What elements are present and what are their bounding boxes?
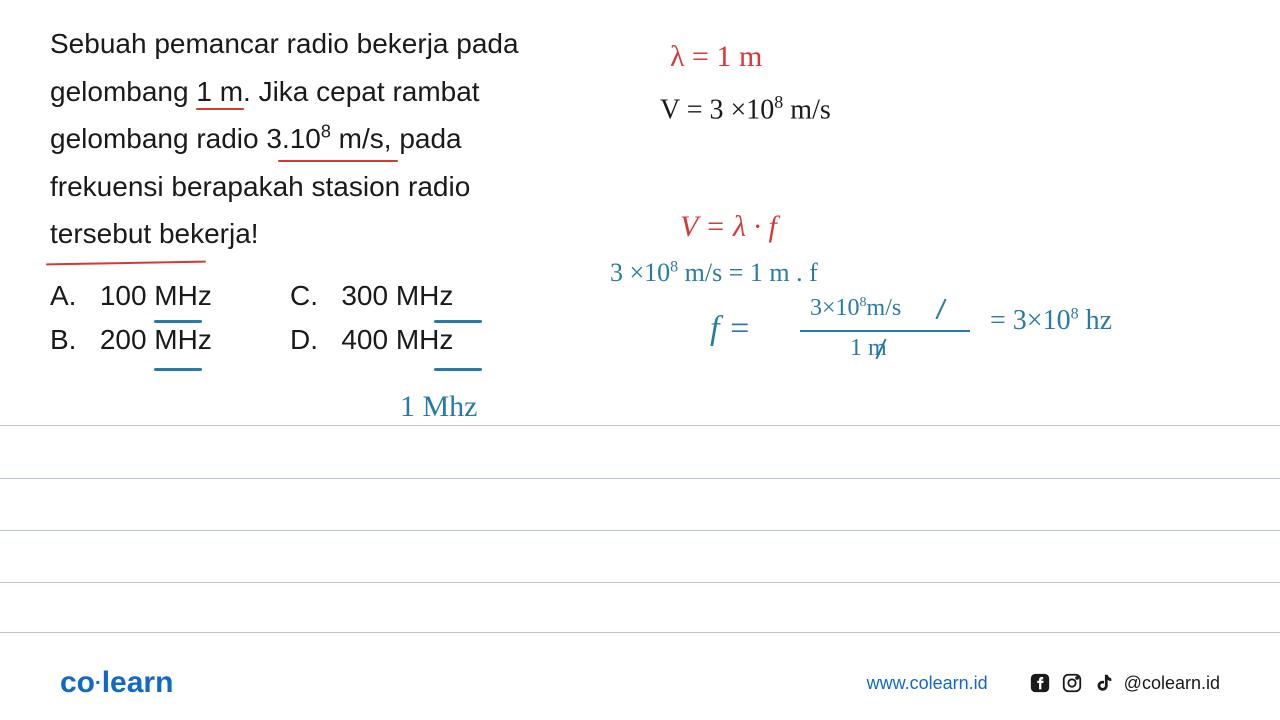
- logo: co·learn: [60, 666, 173, 700]
- q-line4: frekuensi berapakah stasion radio: [50, 163, 600, 211]
- answer-options: A. 100 MHz C. 300 MHz B. 200 MHz D. 400 …: [50, 280, 453, 368]
- question-text: Sebuah pemancar radio bekerja pada gelom…: [50, 20, 600, 258]
- hw-step2-f: f =: [710, 310, 751, 348]
- opt-c-letter: C.: [290, 280, 318, 311]
- opt-d-letter: D.: [290, 324, 318, 355]
- opt-d-text: 400 MHz: [341, 324, 453, 355]
- hw-unit-note: 1 Mhz: [400, 390, 478, 424]
- opt-b-text: 200 MHz: [100, 324, 212, 355]
- notebook-line: [0, 478, 1280, 479]
- opt-underline-c: [434, 320, 482, 323]
- q-line1: Sebuah pemancar radio bekerja pada: [50, 20, 600, 68]
- q-line5: tersebut bekerja!: [50, 210, 600, 258]
- hw-lambda: λ = 1 m: [670, 40, 762, 74]
- tiktok-icon: [1092, 671, 1116, 695]
- strike-num-m: [935, 299, 946, 320]
- opt-b-letter: B.: [50, 324, 76, 355]
- underline-1m: [196, 108, 244, 110]
- hw-formula: V = λ · f: [680, 210, 777, 244]
- opt-c-text: 300 MHz: [341, 280, 453, 311]
- opt-underline-a: [154, 320, 202, 323]
- opt-underline-d: [434, 368, 482, 371]
- notebook-line: [0, 530, 1280, 531]
- q-line2-pre: gelombang: [50, 76, 196, 107]
- hw-step1: 3 ×108 m/s = 1 m . f: [610, 258, 818, 288]
- hw-velocity: V = 3 ×108 m/s: [660, 92, 831, 126]
- facebook-icon: [1028, 671, 1052, 695]
- opt-a-letter: A.: [50, 280, 76, 311]
- fraction-line: [800, 330, 970, 332]
- notebook-line: [0, 425, 1280, 426]
- hw-step2-numerator: 3×108m/s: [810, 295, 901, 322]
- q-line3-underlined: 3.10: [266, 123, 321, 154]
- opt-a-text: 100 MHz: [100, 280, 212, 311]
- underline-speed: [278, 160, 398, 162]
- footer: co·learn www.colearn.id @colearn.id: [0, 666, 1280, 700]
- hw-step2-result: = 3×108 hz: [990, 305, 1112, 337]
- q-line2-post: . Jika cepat rambat: [243, 76, 480, 107]
- q-line3-post: m/s, pada: [331, 123, 462, 154]
- footer-url: www.colearn.id: [867, 673, 988, 694]
- social-handle: @colearn.id: [1124, 673, 1220, 694]
- opt-underline-b: [154, 368, 202, 371]
- instagram-icon: [1060, 671, 1084, 695]
- q-line3-pre: gelombang radio: [50, 123, 266, 154]
- notebook-line: [0, 582, 1280, 583]
- q-line2-underlined: 1 m: [196, 76, 243, 107]
- social-icons: @colearn.id: [1028, 671, 1220, 695]
- q-line3-sup: 8: [321, 122, 331, 142]
- underline-frekuensi: [46, 261, 206, 266]
- notebook-line: [0, 632, 1280, 633]
